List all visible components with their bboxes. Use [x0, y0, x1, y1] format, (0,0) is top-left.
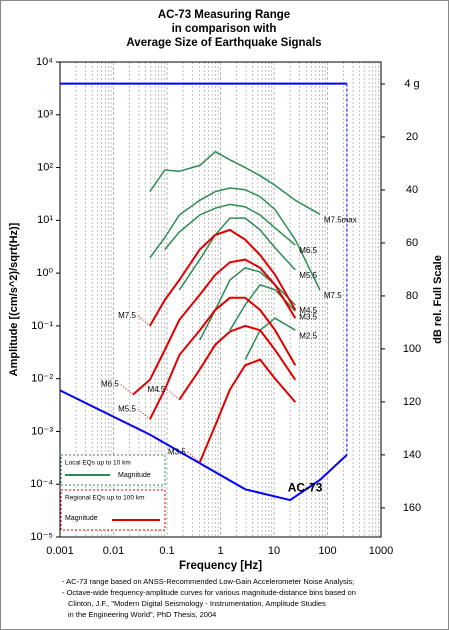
series-label: M5.5 — [118, 404, 136, 413]
series-line — [149, 228, 297, 327]
series-line — [244, 317, 296, 360]
series-label: M7.5 — [118, 311, 136, 320]
y2-tick-label: 140 — [403, 449, 421, 461]
series-line — [164, 203, 296, 250]
legend-label: Magnitude — [118, 472, 151, 479]
y2-tick-label: 40 — [406, 184, 418, 196]
footnote: - AC-73 range based on ANSS-Recommended … — [62, 577, 354, 586]
chart-title: AC-73 Measuring Range — [158, 9, 290, 21]
series-line — [59, 389, 348, 502]
y2-tick-label: 120 — [403, 396, 421, 408]
footnote: in the Engineering World", PhD Thesis, 2… — [68, 610, 216, 619]
y-tick-label: 10⁰ — [36, 267, 53, 279]
x-axis-label: Frequency [Hz] — [179, 560, 262, 572]
series-label: M2.5 — [299, 331, 317, 340]
x-tick-label: 0.001 — [46, 545, 74, 557]
series-label: M7.5 — [324, 291, 342, 300]
footnote: - Octave-wide frequency-amplitude curves… — [62, 588, 356, 597]
series-label: M3.5 — [299, 312, 317, 321]
chart-title: in comparison with — [172, 23, 277, 35]
series-line — [149, 187, 321, 291]
y-tick-label: 10² — [37, 161, 53, 173]
y-tick-label: 10⁻¹ — [31, 320, 53, 332]
legend-box — [60, 454, 166, 486]
y-tick-label: 10¹ — [37, 214, 53, 226]
series-line — [149, 296, 297, 420]
series-line — [198, 358, 297, 463]
series-label: M4.5 — [299, 306, 317, 315]
y-tick-label: 10⁻³ — [31, 425, 53, 437]
y-axis-label: Amplitude [(cm/s^2)/sqrt(Hz)] — [8, 222, 20, 376]
series-line — [149, 150, 321, 215]
y2-tick-label: 60 — [406, 237, 418, 249]
x-tick-label: 1 — [217, 545, 223, 557]
x-tick-label: 1000 — [369, 545, 393, 557]
legend-title: Regional EQs up to 100 km — [65, 495, 145, 502]
chart-title: Average Size of Earthquake Signals — [126, 37, 321, 49]
y2-axis-label: dB rel. Full Scale — [432, 255, 444, 344]
y-tick-label: 10⁴ — [36, 56, 53, 68]
series-label: M7.5max — [324, 215, 357, 224]
y2-tick-label: 4 g — [404, 78, 419, 90]
series-label: M3.5 — [168, 447, 186, 456]
y-tick-label: 10³ — [37, 109, 53, 121]
plot-area — [59, 61, 382, 538]
series-label: M5.5 — [299, 271, 317, 280]
x-tick-label: 10 — [268, 545, 280, 557]
series-label: M6.5 — [101, 380, 119, 389]
y-tick-label: 10⁻⁵ — [30, 531, 53, 543]
legend-title: Local EQs up to 10 km — [65, 460, 131, 467]
x-tick-label: 0.1 — [159, 545, 174, 557]
y2-tick-label: 20 — [406, 131, 418, 143]
footnote: Clinton, J.F., "Modern Digital Seismolog… — [68, 599, 326, 608]
legend-box — [60, 489, 166, 531]
series-label: M4.5 — [148, 385, 166, 394]
y2-tick-label: 100 — [403, 343, 421, 355]
series-line — [178, 324, 297, 401]
y-tick-label: 10⁻⁴ — [30, 478, 53, 490]
x-tick-label: 100 — [318, 545, 336, 557]
y2-tick-label: 160 — [403, 502, 421, 514]
series-label: M6.5 — [299, 246, 317, 255]
legend-label: Magnitude — [65, 515, 98, 522]
x-tick-label: 0.01 — [103, 545, 124, 557]
series-line — [132, 258, 297, 396]
y-tick-label: 10⁻² — [31, 373, 53, 385]
series-label: AC-73 — [288, 480, 323, 494]
series-line — [178, 217, 296, 291]
y2-tick-label: 80 — [406, 290, 418, 302]
